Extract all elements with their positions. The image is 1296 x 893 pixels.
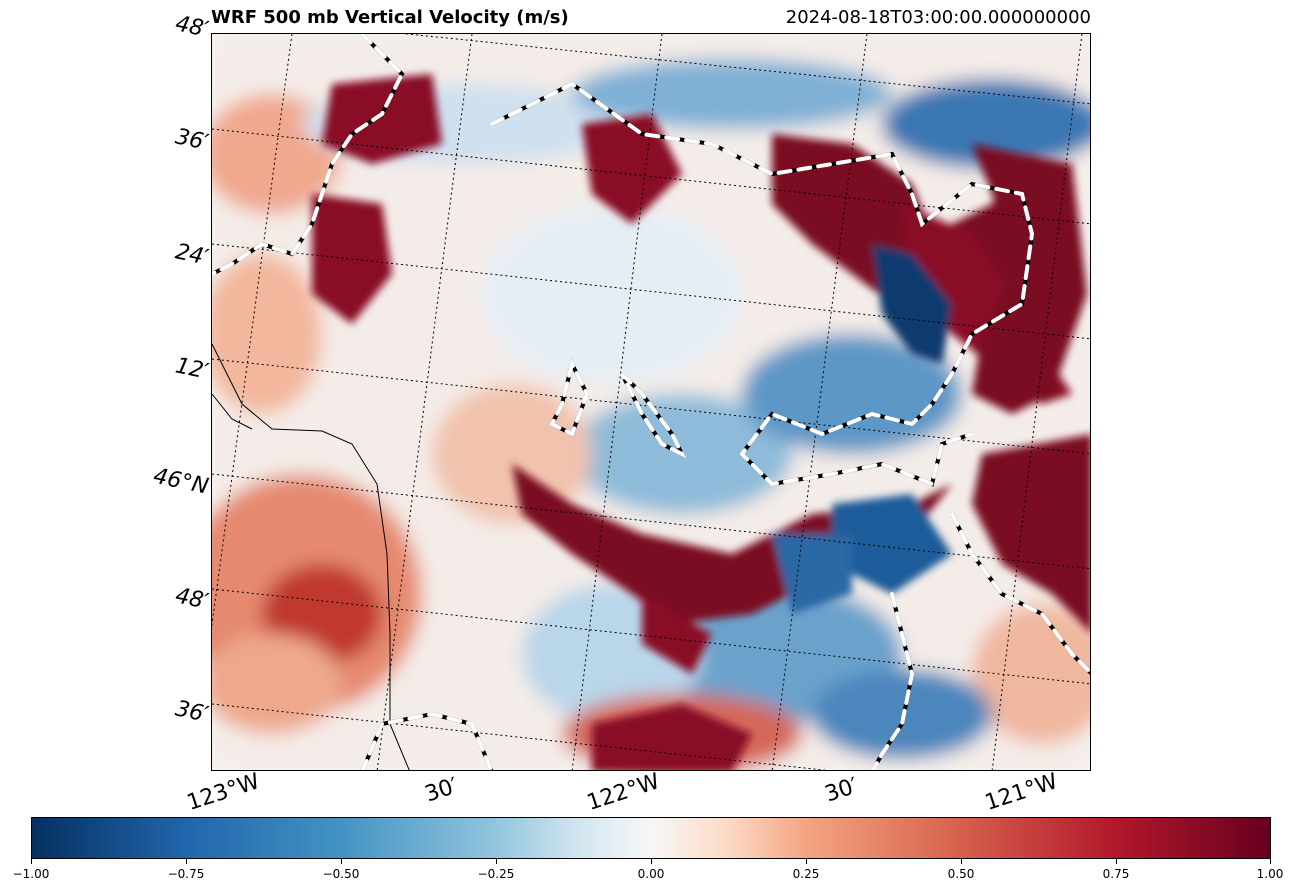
lat-label: 24′ xyxy=(173,239,211,271)
colorbar-tick xyxy=(496,859,497,864)
colorbar-tick-label: 0.50 xyxy=(947,867,975,881)
colorbar-tick xyxy=(186,859,187,864)
lat-label: 48′ xyxy=(173,583,211,615)
lat-label: 36′ xyxy=(173,696,211,728)
colorbar-tick-label: −1.00 xyxy=(12,867,50,881)
lat-label: 46°N xyxy=(151,463,211,500)
lon-label: 30′ xyxy=(421,773,462,808)
colorbar-tick xyxy=(31,859,32,864)
lon-label: 123°W xyxy=(183,769,263,816)
colorbar-tick xyxy=(1270,859,1271,864)
map-panel xyxy=(211,33,1091,771)
colorbar-tick-label: 0.75 xyxy=(1102,867,1130,881)
colorbar-tick xyxy=(806,859,807,864)
colorbar-tick-label: 1.00 xyxy=(1256,867,1284,881)
lon-label: 122°W xyxy=(583,769,663,816)
colorbar-tick-label: −0.75 xyxy=(167,867,205,881)
colorbar: −1.00 −0.75 −0.50 −0.25 0.00 0.25 0.50 0… xyxy=(13,817,1283,881)
lon-label: 121°W xyxy=(981,769,1061,816)
map-title: WRF 500 mb Vertical Velocity (m/s) xyxy=(211,7,569,28)
colorbar-tick xyxy=(961,859,962,864)
lat-label: 48′ xyxy=(173,11,211,43)
colorbar-tick xyxy=(651,859,652,864)
lon-label: 30′ xyxy=(821,773,862,808)
colorbar-tick-label: −0.25 xyxy=(477,867,515,881)
colorbar-tick-label: 0.25 xyxy=(792,867,820,881)
lat-label: 12′ xyxy=(173,353,211,385)
lat-label: 36′ xyxy=(173,124,211,156)
colorbar-tick-label: 0.00 xyxy=(637,867,665,881)
valid-time: 2024-08-18T03:00:00.000000000 xyxy=(785,7,1091,28)
colorbar-tick xyxy=(1116,859,1117,864)
colorbar-gradient xyxy=(31,817,1271,859)
colorbar-tick xyxy=(341,859,342,864)
colorbar-tick-label: −0.50 xyxy=(322,867,360,881)
velocity-field xyxy=(212,34,1090,770)
